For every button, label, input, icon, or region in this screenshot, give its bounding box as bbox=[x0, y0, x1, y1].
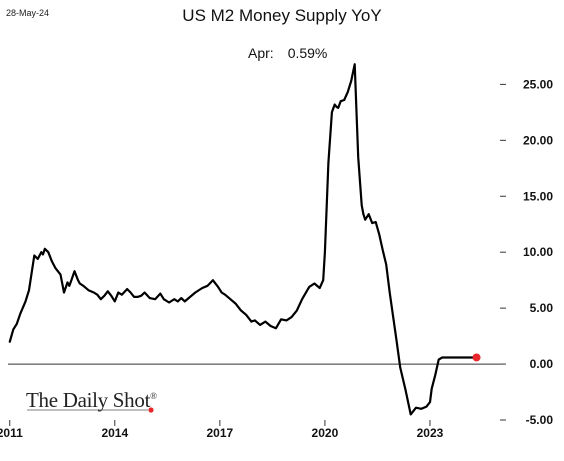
x-tick-label: 2020 bbox=[312, 426, 339, 440]
daily-shot-logo: The Daily Shot® bbox=[26, 388, 157, 413]
logo-dot bbox=[148, 407, 154, 413]
x-tick-label: 2014 bbox=[101, 426, 128, 440]
y-tick-label: 25.00 bbox=[523, 77, 553, 91]
y-tick-label: 15.00 bbox=[523, 189, 553, 203]
y-tick-label: -5.00 bbox=[526, 413, 554, 427]
axes: 25.00 20.00 15.00 10.00 5.00 0.00 -5.00 2011 201… bbox=[0, 77, 553, 440]
logo-text: The Daily Shot bbox=[26, 388, 151, 412]
series-line bbox=[8, 63, 478, 416]
date-stamp: 28-May-24 bbox=[6, 8, 50, 18]
x-tick-label: 2023 bbox=[417, 426, 444, 440]
y-tick-label: 20.00 bbox=[523, 133, 553, 147]
callout-label: Apr: bbox=[248, 45, 274, 61]
y-tick-label: 0.00 bbox=[530, 357, 554, 371]
y-tick-label: 5.00 bbox=[530, 301, 554, 315]
x-tick-label: 2017 bbox=[207, 426, 234, 440]
latest-point-marker bbox=[472, 353, 481, 362]
y-tick-label: 10.00 bbox=[523, 245, 553, 259]
logo-mark: ® bbox=[150, 391, 157, 401]
plot-area bbox=[8, 63, 481, 416]
x-tick-label: 2011 bbox=[0, 426, 23, 440]
latest-value-callout: Apr: 0.59% bbox=[248, 45, 341, 61]
callout-value: 0.59% bbox=[287, 45, 328, 61]
chart-title: US M2 Money Supply YoY bbox=[182, 6, 382, 25]
